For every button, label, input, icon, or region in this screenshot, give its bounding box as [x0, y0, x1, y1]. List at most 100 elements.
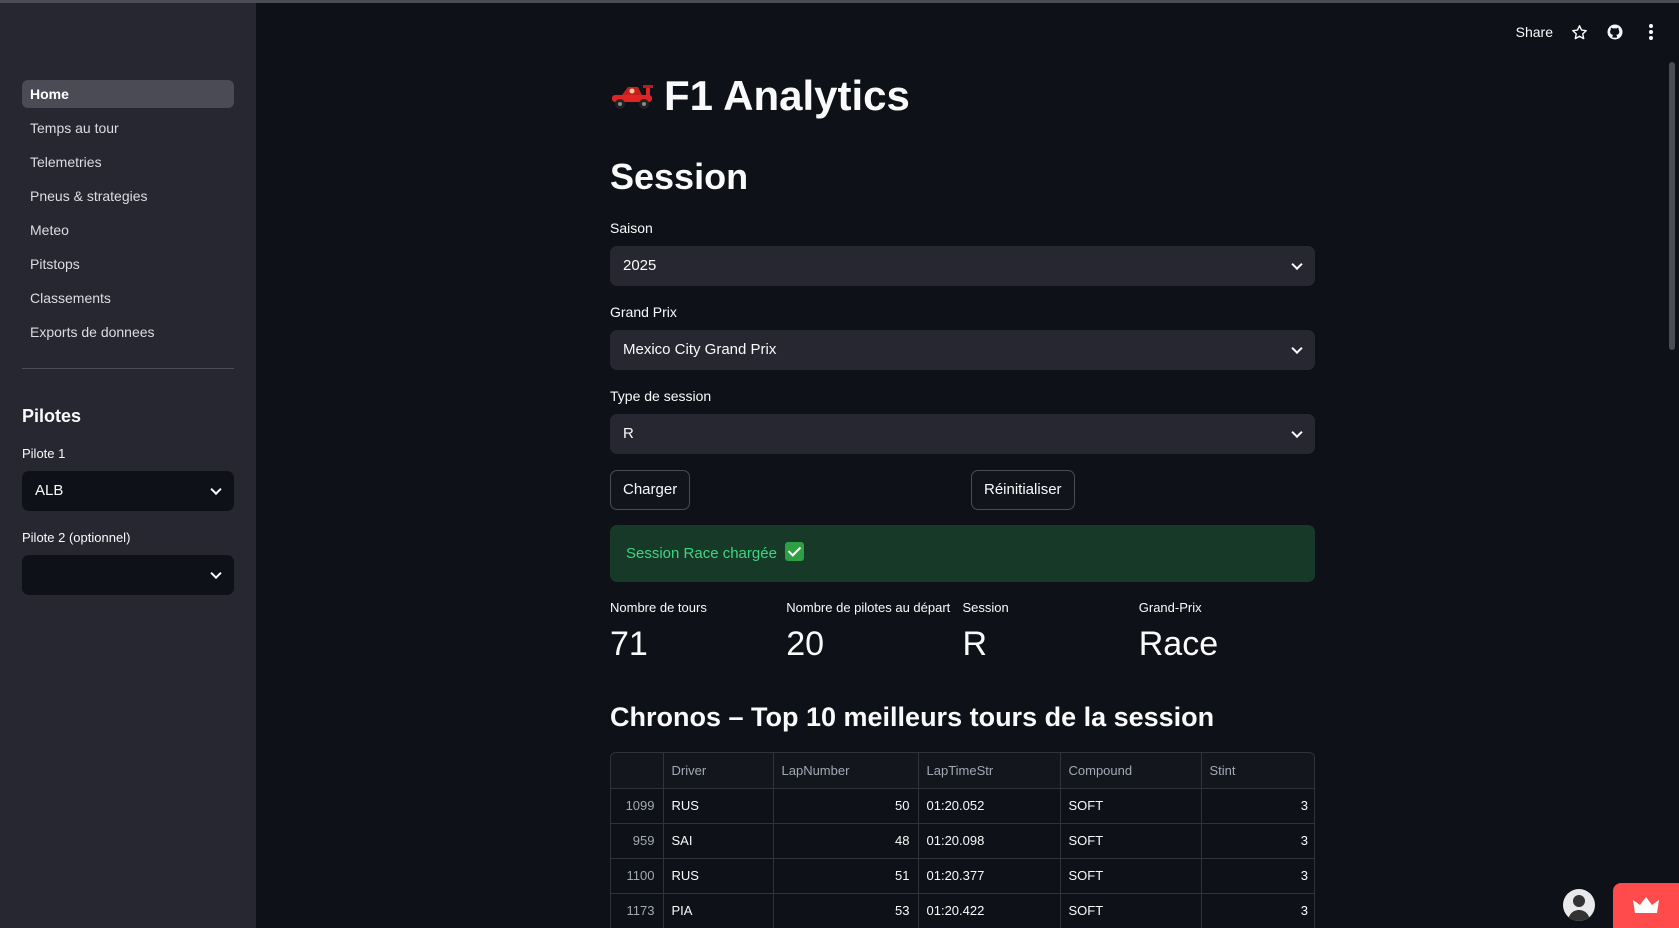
row-index: 1099 — [611, 788, 664, 824]
sidebar-item-telemetries[interactable]: Telemetries — [30, 154, 102, 170]
sidebar-item-pneus-strategies[interactable]: Pneus & strategies — [30, 188, 148, 204]
metric-value: 20 — [786, 625, 825, 663]
cell-laptime: 01:20.098 — [918, 823, 1061, 859]
column-header-laptimestr[interactable]: LapTimeStr — [918, 753, 1061, 789]
star-icon[interactable] — [1569, 22, 1589, 42]
session-heading: Session — [610, 156, 749, 197]
cell-stint: 3 — [1201, 788, 1314, 824]
scrollbar[interactable] — [1669, 62, 1675, 350]
metric-value: 71 — [610, 625, 648, 663]
main-content: F1 Analytics Session Saison 2025 Grand P… — [610, 0, 1315, 928]
metric-value: R — [962, 625, 988, 663]
cell-stint: 3 — [1201, 893, 1314, 928]
avatar[interactable] — [1563, 889, 1595, 921]
cell-lapnumber: 48 — [773, 823, 919, 859]
chevron-down-icon — [210, 567, 222, 580]
sidebar-divider — [22, 368, 234, 369]
gp-select[interactable]: Mexico City Grand Prix — [610, 330, 1315, 370]
cell-compound: SOFT — [1060, 858, 1202, 894]
cell-stint: 3 — [1201, 823, 1314, 859]
app-title-text: F1 Analytics — [664, 72, 910, 119]
table-title: Chronos – Top 10 meilleurs tours de la s… — [610, 702, 1215, 732]
cell-lapnumber: 50 — [773, 788, 919, 824]
more-vertical-icon[interactable] — [1641, 22, 1661, 42]
sidebar-item-temps-au-tour[interactable]: Temps au tour — [30, 120, 119, 136]
column-header-driver[interactable]: Driver — [663, 753, 774, 789]
metric-grand-prix: Grand-Prix Race — [1139, 600, 1315, 664]
cell-compound: SOFT — [1060, 788, 1202, 824]
metric-value: Race — [1138, 625, 1219, 663]
pilote1-select[interactable]: ALB — [22, 471, 234, 511]
metrics-row: Nombre de tours 71 Nombre de pilotes au … — [610, 600, 1315, 664]
check-mark-icon — [785, 542, 805, 561]
pilote2-select[interactable] — [22, 555, 234, 595]
page-title: F1 Analytics — [610, 72, 910, 120]
column-header-index[interactable] — [611, 753, 664, 789]
sidebar-item-meteo[interactable]: Meteo — [30, 222, 69, 238]
metric-label: Session — [962, 600, 1009, 615]
top-toolbar: Share — [1516, 20, 1661, 44]
success-alert: Session Race chargée — [610, 525, 1315, 582]
table-row[interactable]: 1100 RUS 51 01:20.377 SOFT 3 — [611, 858, 1314, 894]
pilote1-value: ALB — [35, 482, 64, 499]
cell-compound: SOFT — [1060, 893, 1202, 928]
chevron-down-icon — [1291, 342, 1303, 355]
saison-label: Saison — [610, 220, 653, 236]
cell-laptime: 01:20.052 — [918, 788, 1061, 824]
cell-compound: SOFT — [1060, 823, 1202, 859]
sidebar-item-exports[interactable]: Exports de donnees — [30, 324, 155, 340]
saison-select[interactable]: 2025 — [610, 246, 1315, 286]
column-header-compound[interactable]: Compound — [1060, 753, 1202, 789]
cell-driver: SAI — [663, 823, 774, 859]
cell-lapnumber: 53 — [773, 893, 919, 928]
column-header-stint[interactable]: Stint — [1201, 753, 1314, 789]
sidebar-item-pitstops[interactable]: Pitstops — [30, 256, 80, 272]
crown-icon — [1633, 896, 1659, 913]
cell-driver: PIA — [663, 893, 774, 928]
metric-label: Nombre de pilotes au départ — [786, 600, 951, 615]
column-header-lapnumber[interactable]: LapNumber — [773, 753, 919, 789]
chevron-down-icon — [210, 483, 222, 496]
gp-value: Mexico City Grand Prix — [623, 341, 777, 358]
metric-session: Session R — [963, 600, 1139, 664]
table-row[interactable]: 959 SAI 48 01:20.098 SOFT 3 — [611, 823, 1314, 859]
sidebar: Home Temps au tour Telemetries Pneus & s… — [0, 3, 256, 928]
type-select[interactable]: R — [610, 414, 1315, 454]
cell-stint: 3 — [1201, 858, 1314, 894]
metric-label: Grand-Prix — [1138, 600, 1202, 615]
success-message: Session Race chargée — [626, 545, 777, 562]
sidebar-nav: Home Temps au tour Telemetries Pneus & s… — [22, 80, 234, 352]
type-value: R — [623, 425, 634, 442]
share-button[interactable]: Share — [1515, 24, 1553, 40]
metric-tours: Nombre de tours 71 — [610, 600, 786, 664]
github-icon[interactable] — [1605, 22, 1625, 42]
row-index: 959 — [611, 823, 664, 859]
cell-driver: RUS — [663, 788, 774, 824]
gp-label: Grand Prix — [610, 304, 677, 320]
pilote1-label: Pilote 1 — [22, 446, 66, 461]
table-row[interactable]: 1173 PIA 53 01:20.422 SOFT 3 — [611, 893, 1314, 928]
chevron-down-icon — [1291, 258, 1303, 271]
row-index: 1173 — [611, 893, 664, 928]
pilotes-heading: Pilotes — [22, 406, 82, 426]
cell-lapnumber: 51 — [773, 858, 919, 894]
row-index: 1100 — [611, 858, 664, 894]
reinitialiser-button[interactable]: Réinitialiser — [971, 470, 1075, 510]
crown-badge[interactable] — [1613, 883, 1679, 928]
cell-laptime: 01:20.422 — [918, 893, 1061, 928]
chevron-down-icon — [1291, 426, 1303, 439]
top-border — [0, 0, 1679, 3]
cell-laptime: 01:20.377 — [918, 858, 1061, 894]
metric-pilotes: Nombre de pilotes au départ 20 — [786, 600, 962, 664]
pilote2-label: Pilote 2 (optionnel) — [22, 530, 131, 545]
laps-table[interactable]: Driver LapNumber LapTimeStr Compound Sti… — [610, 752, 1315, 928]
metric-label: Nombre de tours — [610, 600, 707, 615]
race-car-icon — [612, 85, 653, 109]
table-row[interactable]: 1099 RUS 50 01:20.052 SOFT 3 — [611, 788, 1314, 824]
sidebar-item-classements[interactable]: Classements — [30, 290, 111, 306]
cell-driver: RUS — [663, 858, 774, 894]
sidebar-item-home[interactable]: Home — [22, 80, 234, 108]
type-label: Type de session — [610, 388, 712, 404]
charger-button[interactable]: Charger — [610, 470, 691, 510]
saison-value: 2025 — [623, 257, 657, 274]
